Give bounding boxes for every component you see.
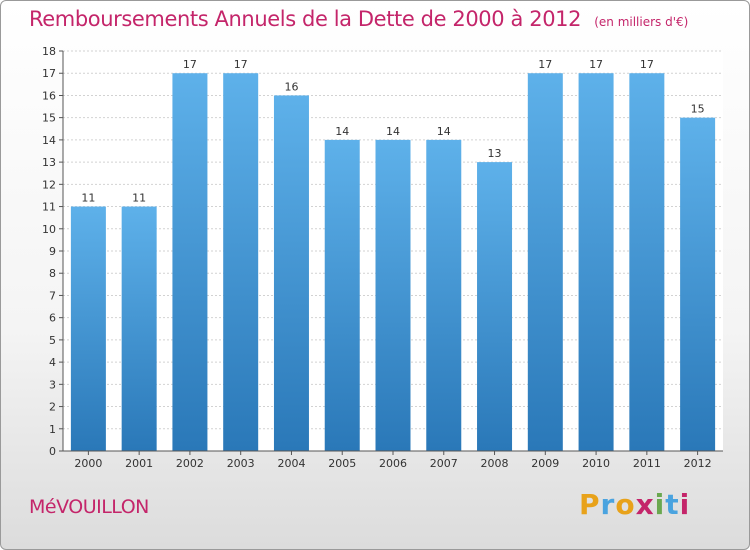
y-tick-label: 7	[49, 289, 56, 302]
bar	[477, 162, 513, 451]
y-tick-label: 5	[49, 334, 56, 347]
logo-letter: x	[635, 488, 655, 521]
bar	[578, 73, 614, 451]
data-label: 17	[183, 58, 197, 71]
y-tick-label: 9	[49, 245, 56, 258]
y-tick-label: 8	[49, 267, 56, 280]
x-tick-label: 2011	[633, 457, 661, 470]
x-tick-label: 2004	[277, 457, 305, 470]
x-tick-label: 2003	[227, 457, 255, 470]
y-tick-label: 16	[42, 89, 56, 102]
commune-name: MéVOUILLON	[29, 496, 149, 518]
x-tick-label: 2000	[74, 457, 102, 470]
y-tick-label: 14	[42, 134, 56, 147]
x-tick-label: 2007	[430, 457, 458, 470]
x-tick-label: 2005	[328, 457, 356, 470]
data-label: 17	[589, 58, 603, 71]
data-label: 14	[386, 125, 400, 138]
data-label: 17	[640, 58, 654, 71]
y-tick-label: 18	[42, 45, 56, 58]
data-label: 15	[691, 103, 705, 116]
bar	[324, 139, 360, 451]
y-tick-label: 0	[49, 445, 56, 458]
chart-title: Remboursements Annuels de la Dette de 20…	[29, 7, 582, 31]
bar	[223, 73, 259, 451]
y-tick-label: 3	[49, 378, 56, 391]
bar	[426, 139, 462, 451]
logo-letter: o	[615, 488, 636, 521]
data-label: 14	[335, 125, 349, 138]
logo-letter: t	[665, 488, 680, 521]
data-label: 17	[538, 58, 552, 71]
bar	[629, 73, 665, 451]
bar	[680, 117, 716, 452]
bar	[121, 206, 157, 451]
logo-letter: P	[579, 488, 601, 521]
x-tick-label: 2002	[176, 457, 204, 470]
logo-letter: i	[654, 488, 666, 521]
bar	[172, 73, 208, 451]
bar	[273, 95, 309, 451]
x-tick-label: 2009	[531, 457, 559, 470]
y-tick-label: 13	[42, 156, 56, 169]
y-tick-label: 4	[49, 356, 56, 369]
x-tick-label: 2012	[684, 457, 712, 470]
y-tick-label: 6	[49, 312, 56, 325]
y-tick-label: 17	[42, 67, 56, 80]
x-tick-label: 2006	[379, 457, 407, 470]
chart-title-block: Remboursements Annuels de la Dette de 20…	[29, 7, 688, 31]
y-tick-label: 12	[42, 178, 56, 191]
y-tick-label: 2	[49, 401, 56, 414]
x-tick-label: 2010	[582, 457, 610, 470]
bar	[70, 206, 106, 451]
x-tick-label: 2008	[481, 457, 509, 470]
data-label: 13	[488, 147, 502, 160]
y-tick-label: 15	[42, 112, 56, 125]
bar	[527, 73, 563, 451]
bar	[375, 139, 411, 451]
proxiti-logo: Proxiti	[579, 488, 690, 521]
data-label: 14	[437, 125, 451, 138]
data-label: 16	[284, 80, 298, 93]
data-label: 11	[132, 192, 146, 205]
data-label: 17	[234, 58, 248, 71]
y-tick-label: 10	[42, 223, 56, 236]
y-tick-label: 11	[42, 201, 56, 214]
y-tick-label: 1	[49, 423, 56, 436]
logo-letter: r	[600, 488, 616, 521]
data-label: 11	[81, 192, 95, 205]
logo-letter: i	[679, 488, 691, 521]
unit-note: (en milliers d'€)	[594, 15, 689, 29]
x-tick-label: 2001	[125, 457, 153, 470]
